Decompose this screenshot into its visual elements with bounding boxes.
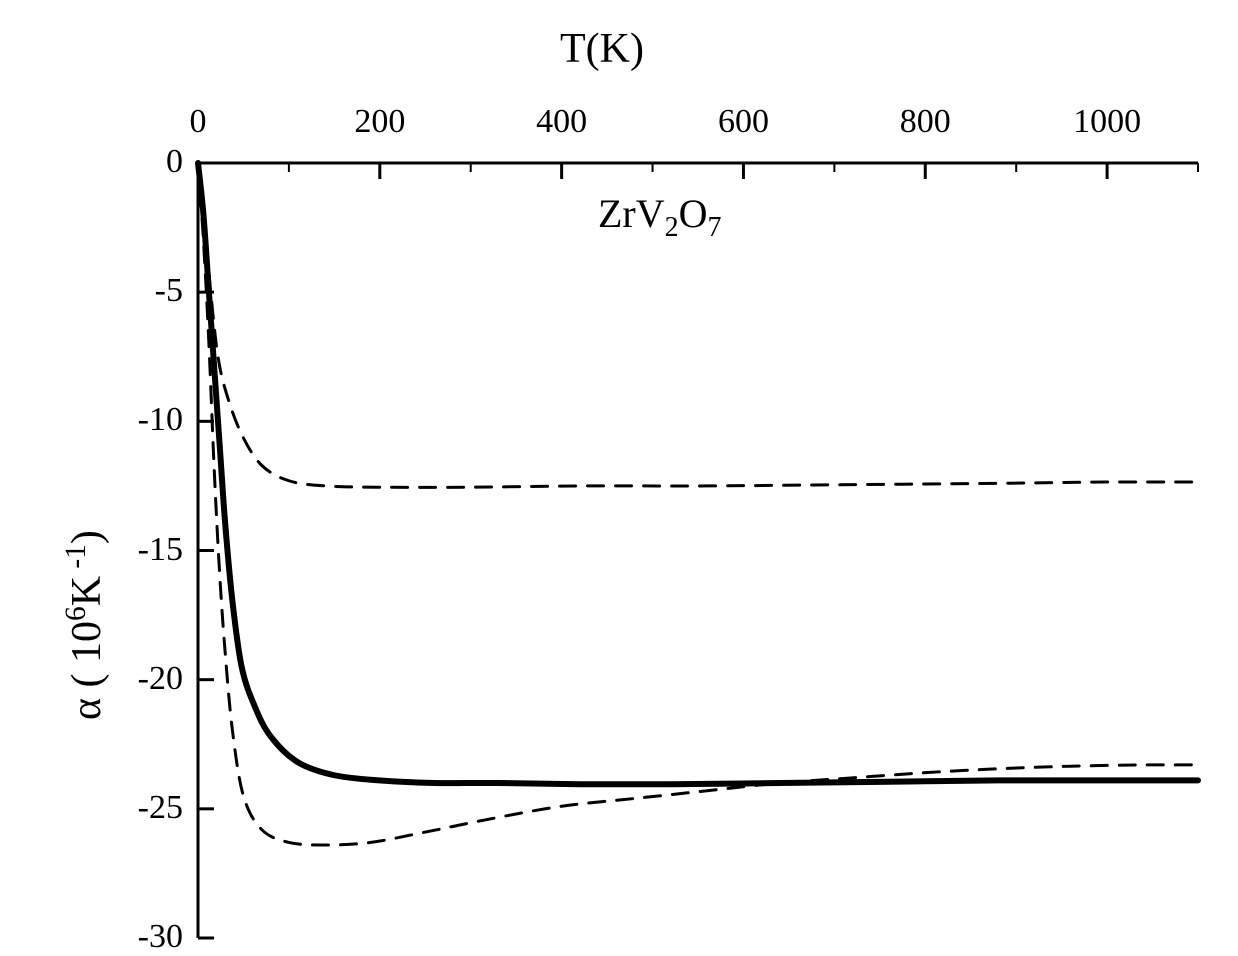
x-tick-label: 600 bbox=[703, 103, 783, 141]
y-tick-label: -15 bbox=[88, 531, 183, 569]
y-tick-label: -5 bbox=[88, 272, 183, 310]
chart-root: { "chart": { "type": "line", "width_px":… bbox=[0, 0, 1238, 943]
compound-label: ZrV2O7 bbox=[598, 190, 722, 244]
y-tick-label: -25 bbox=[88, 789, 183, 827]
x-axis-title: T(K) bbox=[560, 25, 644, 73]
x-axis-title-text: T(K) bbox=[560, 26, 644, 72]
chart-svg bbox=[0, 0, 1238, 943]
x-tick-label: 800 bbox=[885, 103, 965, 141]
x-tick-label: 1000 bbox=[1067, 103, 1147, 141]
y-tick-label: 0 bbox=[88, 143, 183, 181]
x-tick-label: 400 bbox=[522, 103, 602, 141]
y-tick-label: -20 bbox=[88, 660, 183, 698]
x-tick-label: 0 bbox=[158, 103, 238, 141]
y-tick-label: -30 bbox=[88, 918, 183, 956]
y-tick-label: -10 bbox=[88, 401, 183, 439]
x-tick-label: 200 bbox=[340, 103, 420, 141]
